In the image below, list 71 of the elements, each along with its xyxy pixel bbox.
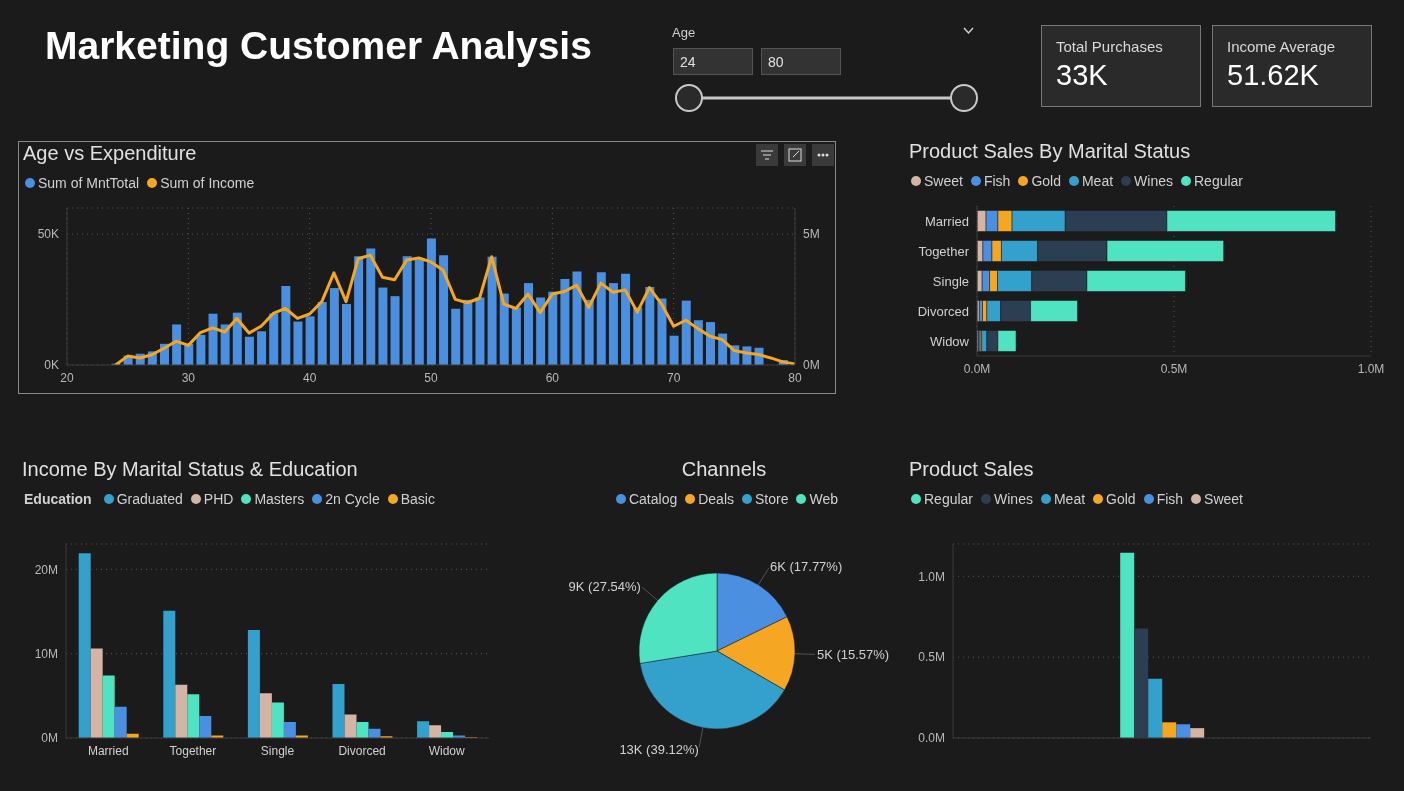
x-tick-label: Divorced bbox=[338, 743, 386, 758]
x-tick-label: 40 bbox=[302, 370, 317, 385]
y-tick-label: 0K bbox=[44, 358, 59, 373]
y-tick-label: 20M bbox=[34, 562, 58, 577]
y-tick-label: 0.5M bbox=[918, 650, 945, 665]
data-label: 13K (39.12%) bbox=[619, 741, 699, 757]
legend-label: Catalog bbox=[628, 491, 678, 507]
y-tick-label: Married bbox=[924, 213, 969, 229]
chart-title: Product Sales bbox=[908, 458, 1035, 482]
text: Age bbox=[672, 25, 696, 40]
legend-label: Graduated bbox=[116, 491, 183, 507]
legend-label: Masters bbox=[254, 491, 305, 507]
y2-tick-label: 0M bbox=[803, 358, 820, 373]
x-tick-label: 50 bbox=[424, 370, 438, 385]
y-tick-label: 50K bbox=[37, 227, 59, 242]
legend-label: Wines bbox=[994, 491, 1033, 507]
text: Total Purchases bbox=[1056, 38, 1164, 55]
chart-title: Channels bbox=[680, 458, 768, 482]
legend-label: Sweet bbox=[924, 173, 963, 189]
text: Income Average bbox=[1227, 38, 1337, 55]
legend-label: Sum of MntTotal bbox=[38, 175, 140, 191]
data-label: 5K (15.57%) bbox=[816, 646, 890, 662]
legend-label: Gold bbox=[1106, 491, 1136, 507]
x-tick-label: 0.0M bbox=[963, 361, 991, 376]
legend-label: Meat bbox=[1081, 173, 1114, 189]
legend-label: Gold bbox=[1031, 173, 1061, 189]
y2-tick-label: 5M bbox=[803, 227, 820, 242]
legend-label: Sweet bbox=[1204, 491, 1244, 507]
chart-title: Income By Marital Status & Education bbox=[21, 458, 359, 482]
x-tick-label: Widow bbox=[428, 743, 466, 758]
x-tick-label: 30 bbox=[181, 370, 196, 385]
legend-label: Store bbox=[755, 491, 789, 507]
y-tick-label: 0.0M bbox=[918, 731, 945, 746]
legend-label: Sum of Income bbox=[160, 175, 255, 191]
legend-label: Fish bbox=[983, 173, 1011, 189]
text: 33K bbox=[1056, 59, 1109, 92]
legend-title: Education bbox=[24, 491, 92, 507]
data-label: 9K (27.54%) bbox=[568, 578, 641, 594]
legend-label: Regular bbox=[924, 491, 974, 507]
legend-label: 2n Cycle bbox=[325, 491, 380, 507]
legend-label: Basic bbox=[400, 491, 435, 507]
legend-label: Web bbox=[809, 491, 839, 507]
x-tick-label: 1.0M bbox=[1357, 361, 1385, 376]
y-tick-label: Together bbox=[918, 243, 970, 259]
x-tick-label: Single bbox=[260, 743, 295, 758]
x-tick-label: 20 bbox=[60, 370, 74, 385]
legend-label: Meat bbox=[1053, 491, 1086, 507]
legend-label: Wines bbox=[1134, 173, 1173, 189]
legend-label: Fish bbox=[1156, 491, 1184, 507]
chart-title: Age vs Expenditure bbox=[22, 142, 198, 166]
y-tick-label: 10M bbox=[34, 646, 58, 661]
text: 24 bbox=[673, 48, 753, 75]
y-tick-label: Single bbox=[932, 273, 969, 289]
y-tick-label: 1.0M bbox=[918, 569, 945, 584]
legend-label: Regular bbox=[1193, 173, 1244, 189]
x-tick-label: Together bbox=[169, 743, 217, 758]
data-label: 6K (17.77%) bbox=[769, 558, 843, 574]
x-tick-label: 60 bbox=[545, 370, 560, 385]
y-tick-label: Widow bbox=[929, 333, 970, 349]
x-tick-label: 80 bbox=[788, 370, 802, 385]
text: 51.62K bbox=[1227, 59, 1320, 92]
x-tick-label: Married bbox=[87, 743, 129, 758]
x-tick-label: 70 bbox=[666, 370, 681, 385]
legend-label: PHD bbox=[203, 491, 234, 507]
y-tick-label: Divorced bbox=[917, 303, 969, 319]
y-tick-label: 0M bbox=[41, 731, 58, 746]
legend-label: Deals bbox=[698, 491, 735, 507]
chart-title: Product Sales By Marital Status bbox=[908, 140, 1192, 164]
text: Marketing Customer Analysis bbox=[45, 24, 592, 68]
x-tick-label: 0.5M bbox=[1160, 361, 1188, 376]
text: 80 bbox=[761, 48, 841, 75]
